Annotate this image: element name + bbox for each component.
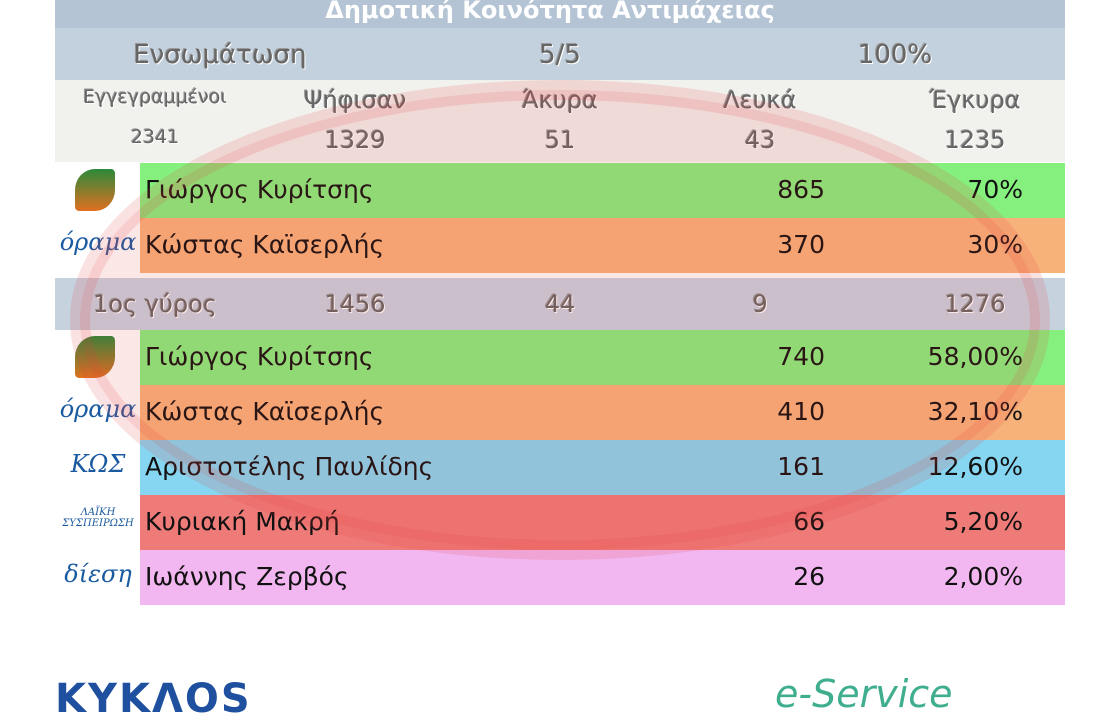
candidate-votes: 26 bbox=[793, 562, 825, 591]
candidate-name: Γιώργος Κυρίτσης bbox=[145, 175, 374, 204]
candidate-percent: 32,10% bbox=[927, 397, 1023, 426]
stat-label: Εγγεγραμμένοι bbox=[83, 86, 227, 108]
candidate-votes: 161 bbox=[777, 452, 825, 481]
candidate-name: Ιωάννης Ζερβός bbox=[145, 562, 349, 591]
round1-row: 1ος γύρος 1456 44 9 1276 bbox=[55, 278, 1065, 330]
party-logo-icon bbox=[75, 336, 115, 378]
party-logo-text: ΚΩΣ bbox=[70, 450, 126, 478]
party-logo-text: όραμα bbox=[59, 395, 137, 423]
round1-value: 1276 bbox=[944, 290, 1006, 318]
candidate-votes: 370 bbox=[777, 230, 825, 259]
stat-value: 2341 bbox=[130, 126, 180, 148]
candidate-name: Κυριακή Μακρή bbox=[145, 507, 340, 536]
integration-row: Ενσωμάτωση 5/5 100% bbox=[55, 28, 1065, 80]
round1-label: 1ος γύρος bbox=[93, 290, 217, 318]
stats-block: Εγγεγραμμένοι 2341 Ψήφισαν 1329 Άκυρα 51 Λευκά… bbox=[55, 80, 1065, 162]
candidate-row: όραμα Κώστας Καϊσερλής 370 30% bbox=[55, 218, 1065, 273]
candidate-row: Γιώργος Κυρίτσης 740 58,00% bbox=[55, 330, 1065, 385]
integration-label: Ενσωμάτωση bbox=[133, 40, 307, 70]
party-logo-text: ΛΑΪΚΗ ΣΥΣΠΕΙΡΩΣΗ bbox=[62, 507, 134, 529]
candidate-name: Κώστας Καϊσερλής bbox=[145, 397, 385, 426]
party-logo-icon bbox=[75, 169, 115, 211]
stat-label: Ψήφισαν bbox=[303, 86, 407, 114]
title-row: Δημοτική Κοινότητα Αντιμάχειας bbox=[55, 0, 1065, 28]
stat-label: Άκυρα bbox=[522, 86, 598, 114]
party-logo: δίεση bbox=[55, 550, 140, 605]
stat-value: 51 bbox=[544, 126, 576, 154]
round1-value: 9 bbox=[752, 290, 768, 318]
candidate-percent: 2,00% bbox=[943, 562, 1023, 591]
candidate-name: Γιώργος Κυρίτσης bbox=[145, 342, 374, 371]
stat-value: 1329 bbox=[324, 126, 386, 154]
candidate-name: Κώστας Καϊσερλής bbox=[145, 230, 385, 259]
candidate-votes: 865 bbox=[777, 175, 825, 204]
candidate-percent: 30% bbox=[967, 230, 1023, 259]
stat-label: Λευκά bbox=[723, 86, 797, 114]
candidate-row: όραμα Κώστας Καϊσερλής 410 32,10% bbox=[55, 385, 1065, 440]
stat-value: 43 bbox=[744, 126, 776, 154]
party-logo: ΚΩΣ bbox=[55, 440, 140, 495]
party-logo: ΛΑΪΚΗ ΣΥΣΠΕΙΡΩΣΗ bbox=[55, 495, 140, 550]
round1-value: 44 bbox=[544, 290, 576, 318]
candidate-votes: 66 bbox=[793, 507, 825, 536]
candidate-percent: 70% bbox=[967, 175, 1023, 204]
candidate-name: Αριστοτέλης Παυλίδης bbox=[145, 452, 434, 481]
integration-percent: 100% bbox=[857, 40, 933, 70]
footer-right-logo: e-Service bbox=[775, 672, 953, 716]
title: Δημοτική Κοινότητα Αντιμάχειας bbox=[325, 0, 775, 24]
candidate-row: ΛΑΪΚΗ ΣΥΣΠΕΙΡΩΣΗ Κυριακή Μακρή 66 5,20% bbox=[55, 495, 1065, 550]
candidate-percent: 58,00% bbox=[927, 342, 1023, 371]
party-logo: όραμα bbox=[55, 218, 140, 273]
candidate-row: Γιώργος Κυρίτσης 865 70% bbox=[55, 163, 1065, 218]
integration-count: 5/5 bbox=[539, 40, 581, 70]
party-logo bbox=[55, 330, 140, 385]
candidate-row: δίεση Ιωάννης Ζερβός 26 2,00% bbox=[55, 550, 1065, 605]
candidate-votes: 740 bbox=[777, 342, 825, 371]
party-logo: όραμα bbox=[55, 385, 140, 440]
candidate-votes: 410 bbox=[777, 397, 825, 426]
party-logo-text: όραμα bbox=[59, 228, 137, 256]
party-logo bbox=[55, 163, 140, 218]
candidate-row: ΚΩΣ Αριστοτέλης Παυλίδης 161 12,60% bbox=[55, 440, 1065, 495]
candidate-percent: 5,20% bbox=[943, 507, 1023, 536]
footer-left-logo: ΚΥΚΛΟS bbox=[55, 676, 252, 720]
stat-label: Έγκυρα bbox=[929, 86, 1021, 114]
stat-value: 1235 bbox=[944, 126, 1006, 154]
round1-value: 1456 bbox=[324, 290, 386, 318]
candidate-percent: 12,60% bbox=[927, 452, 1023, 481]
party-logo-text: δίεση bbox=[64, 560, 132, 588]
